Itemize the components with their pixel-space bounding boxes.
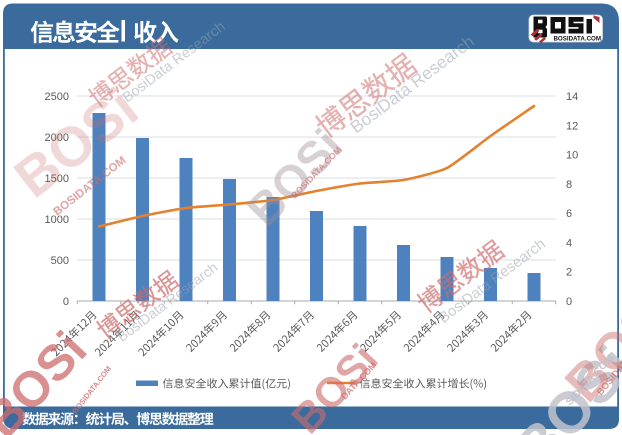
svg-text:8: 8 <box>566 179 572 191</box>
svg-text:BOSIDATA.COM: BOSIDATA.COM <box>553 35 601 42</box>
svg-text:0: 0 <box>566 296 572 308</box>
svg-text:2000: 2000 <box>45 132 69 144</box>
svg-text:1000: 1000 <box>45 214 69 226</box>
svg-text:12: 12 <box>566 120 578 132</box>
svg-text:1500: 1500 <box>45 173 69 185</box>
svg-text:4: 4 <box>566 237 572 249</box>
svg-text:2: 2 <box>566 267 572 279</box>
svg-text:2500: 2500 <box>45 91 69 103</box>
svg-text:14: 14 <box>566 91 578 103</box>
svg-text:6: 6 <box>566 208 572 220</box>
svg-text:500: 500 <box>51 255 69 267</box>
svg-text:0: 0 <box>63 296 69 308</box>
svg-text:10: 10 <box>566 150 578 162</box>
